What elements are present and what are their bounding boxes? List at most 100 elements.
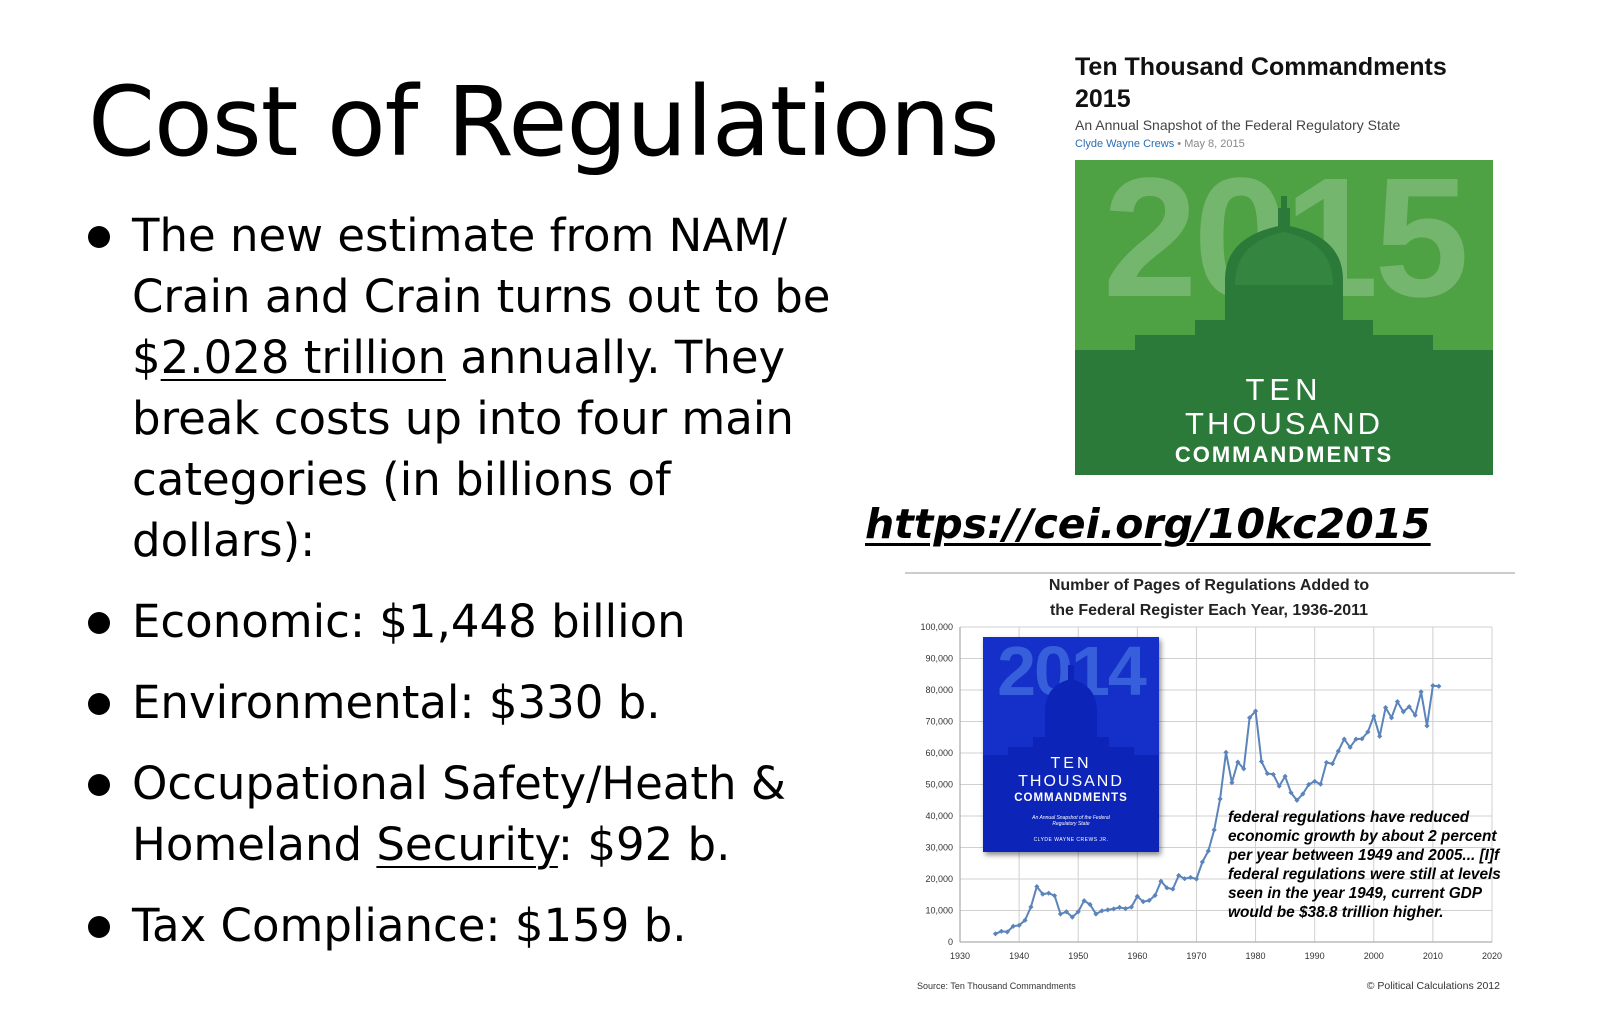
y-tick-label: 10,000 — [925, 906, 953, 916]
data-point — [1300, 791, 1306, 797]
bullet-dot — [88, 693, 110, 715]
cover-line1: TEN — [1245, 372, 1323, 407]
data-point — [1164, 885, 1170, 891]
data-point — [1383, 705, 1389, 711]
report-subtitle: An Annual Snapshot of the Federal Regula… — [1075, 117, 1401, 133]
data-point — [1406, 704, 1412, 710]
bullet-dot — [88, 226, 110, 248]
data-point — [1258, 758, 1265, 765]
data-point — [1317, 781, 1324, 787]
data-point — [1371, 713, 1377, 719]
book-line2: THOUSAND — [1018, 773, 1124, 790]
data-point — [1270, 771, 1276, 778]
data-point — [1193, 876, 1200, 882]
x-tick-label: 2000 — [1364, 951, 1384, 961]
data-point — [998, 928, 1004, 934]
data-point — [1264, 770, 1270, 777]
report-title-line1: Ten Thousand Commandments — [1075, 53, 1447, 81]
bullet-text: The new estimate from NAM/ Crain and Cra… — [132, 209, 831, 384]
data-point — [1081, 898, 1087, 904]
data-point — [1016, 922, 1022, 928]
data-point — [1229, 780, 1235, 786]
y-tick-label: 60,000 — [925, 748, 953, 758]
data-point — [1075, 909, 1081, 915]
x-tick-label: 1930 — [950, 951, 970, 961]
data-point — [1046, 890, 1052, 896]
y-tick-label: 80,000 — [925, 685, 953, 695]
y-axis-ticks: 0 10,000 20,000 30,000 40,000 50,000 60,000 70,… — [920, 622, 953, 947]
chart-annotation: federal regulations have reduced economi… — [1228, 809, 1501, 921]
chart-source: Source: Ten Thousand Commandments — [917, 981, 1076, 991]
slide-title: Cost of Regulations — [88, 66, 1000, 178]
underlined-word: Security — [376, 818, 558, 871]
report-cover-image: 2015 TEN THOUSAND COMMANDMENTS — [1075, 160, 1493, 475]
data-point — [1205, 848, 1211, 854]
underlined-amount: 2.028 trillion — [160, 331, 446, 384]
cover-line2: THOUSAND — [1185, 406, 1383, 441]
report-title-line2: 2015 — [1075, 85, 1131, 113]
x-axis-ticks: 1930 1940 1950 1960 1970 1980 1990 2000 2010 2020 — [950, 951, 1502, 961]
data-point — [1057, 911, 1064, 917]
series-line — [995, 684, 1439, 935]
data-point — [1436, 683, 1442, 689]
x-tick-label: 1960 — [1127, 951, 1147, 961]
data-point — [1034, 883, 1040, 890]
cover-line3: COMMANDMENTS — [1174, 442, 1394, 467]
data-point — [1247, 715, 1253, 721]
x-tick-label: 1970 — [1186, 951, 1206, 961]
data-point — [1276, 783, 1282, 789]
data-point — [1335, 748, 1341, 754]
bullet-text: Environmental: $330 b. — [132, 676, 661, 729]
data-point — [1365, 729, 1371, 735]
data-point — [1146, 897, 1152, 904]
x-tick-label: 1950 — [1068, 951, 1088, 961]
data-point — [1252, 708, 1259, 714]
report-title: Ten Thousand Commandments 2015 — [1075, 51, 1535, 115]
chart-title-line2: the Federal Register Each Year, 1936-201… — [1050, 602, 1368, 619]
y-tick-label: 50,000 — [925, 780, 953, 790]
y-tick-label: 90,000 — [925, 654, 953, 664]
data-point — [1140, 899, 1146, 905]
x-tick-label: 1980 — [1246, 951, 1266, 961]
data-point — [1122, 906, 1129, 912]
report-date: • May 8, 2015 — [1177, 138, 1245, 150]
y-tick-label: 30,000 — [925, 843, 953, 853]
data-point — [1347, 744, 1353, 750]
data-point — [1312, 778, 1318, 784]
bullet-item: The new estimate from NAM/ Crain and Cra… — [88, 205, 858, 571]
data-point — [1341, 736, 1347, 742]
data-point — [1235, 759, 1241, 765]
bullet-text-end: annually. They break costs up into four … — [132, 331, 794, 567]
data-point — [1323, 759, 1330, 766]
data-point — [1182, 876, 1188, 882]
y-tick-label: 100,000 — [920, 622, 953, 632]
source-url-link[interactable]: https://cei.org/10kc2015 — [865, 500, 1431, 548]
data-point — [1430, 682, 1436, 689]
data-point — [1282, 773, 1288, 779]
data-point — [1418, 689, 1424, 695]
data-point — [1241, 766, 1247, 772]
y-tick-label: 70,000 — [925, 717, 953, 727]
author-link[interactable]: Clyde Wayne Crews — [1075, 138, 1175, 150]
bullet-text-end: : $92 b. — [557, 818, 731, 871]
y-tick-label: 0 — [948, 937, 953, 947]
x-tick-label: 2020 — [1482, 951, 1502, 961]
data-point — [1412, 712, 1418, 718]
book-line1: TEN — [1050, 755, 1092, 772]
data-point — [1217, 796, 1223, 802]
chart-title-line1: Number of Pages of Regulations Added to — [1049, 577, 1370, 594]
data-point — [1306, 781, 1312, 788]
data-point — [1176, 872, 1182, 879]
data-point — [1388, 715, 1395, 721]
data-point — [1377, 733, 1383, 739]
x-tick-label: 1940 — [1009, 951, 1029, 961]
book-author: CLYDE WAYNE CREWS JR. — [1033, 837, 1109, 843]
data-point — [1170, 886, 1176, 892]
y-tick-label: 20,000 — [925, 874, 953, 884]
data-point — [1424, 723, 1430, 729]
data-point — [1394, 699, 1401, 705]
capitol-dome-icon — [983, 665, 1159, 852]
data-point — [1134, 893, 1140, 899]
bullet-dot — [88, 774, 110, 796]
series-polyline — [995, 684, 1439, 935]
